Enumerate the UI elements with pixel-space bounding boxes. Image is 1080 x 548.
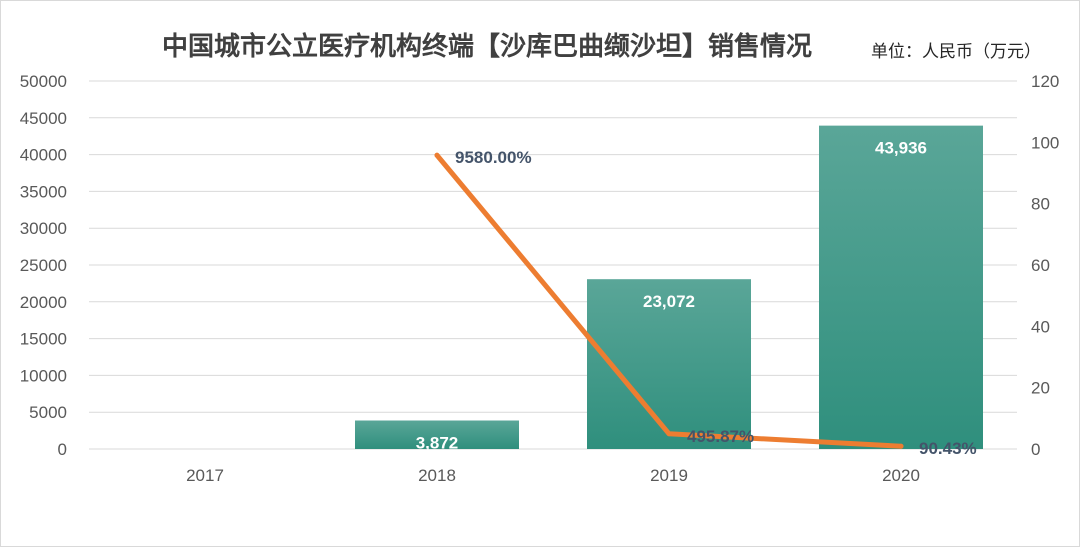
left-tick-label: 35000 bbox=[20, 182, 67, 201]
left-tick-label: 40000 bbox=[20, 146, 67, 165]
line-data-label: 495.87% bbox=[687, 427, 754, 446]
right-tick-label: 60 bbox=[1031, 256, 1050, 275]
right-tick-label: 80 bbox=[1031, 195, 1050, 214]
left-tick-label: 5000 bbox=[29, 403, 67, 422]
bar-data-label: 23,072 bbox=[643, 292, 695, 311]
bar-series bbox=[355, 125, 983, 449]
left-tick-label: 15000 bbox=[20, 330, 67, 349]
right-tick-label: 40 bbox=[1031, 317, 1050, 336]
line-point bbox=[666, 431, 672, 437]
left-tick-label: 20000 bbox=[20, 293, 67, 312]
bar-data-label: 3,872 bbox=[416, 434, 459, 453]
right-tick-label: 100 bbox=[1031, 133, 1059, 152]
x-axis-ticks: 2017 2018 2019 2020 bbox=[186, 466, 920, 485]
left-tick-label: 0 bbox=[58, 440, 67, 459]
line-data-label: 90.43% bbox=[919, 439, 977, 458]
right-tick-label: 120 bbox=[1031, 72, 1059, 91]
left-tick-label: 25000 bbox=[20, 256, 67, 275]
left-tick-label: 30000 bbox=[20, 219, 67, 238]
bar bbox=[819, 125, 983, 449]
x-tick-label: 2017 bbox=[186, 466, 224, 485]
chart-title: 中国城市公立医疗机构终端【沙库巴曲缬沙坦】销售情况 bbox=[162, 31, 812, 62]
right-tick-label: 20 bbox=[1031, 379, 1050, 398]
bar bbox=[587, 279, 751, 449]
line-series bbox=[434, 152, 904, 449]
line-data-labels: 9580.00% 495.87% 90.43% bbox=[455, 148, 977, 458]
bar bbox=[355, 420, 519, 449]
x-tick-label: 2018 bbox=[418, 466, 456, 485]
left-tick-label: 50000 bbox=[20, 72, 67, 91]
x-tick-label: 2019 bbox=[650, 466, 688, 485]
line-point bbox=[434, 152, 440, 158]
right-tick-label: 0 bbox=[1031, 440, 1040, 459]
right-axis-ticks: 0 20 40 60 80 100 120 bbox=[1031, 72, 1059, 459]
bar-data-label: 43,936 bbox=[875, 139, 927, 158]
line-point bbox=[898, 443, 904, 449]
left-tick-label: 10000 bbox=[20, 366, 67, 385]
bar-data-labels: 3,872 23,072 43,936 bbox=[416, 139, 927, 453]
left-tick-label: 45000 bbox=[20, 109, 67, 128]
line-data-label: 9580.00% bbox=[455, 148, 532, 167]
left-axis-ticks: 0 5000 10000 15000 20000 25000 30000 35000 40000… bbox=[20, 72, 67, 459]
gridlines bbox=[89, 80, 1017, 450]
unit-label: 单位：人民币（万元） bbox=[871, 42, 1041, 62]
x-tick-label: 2020 bbox=[882, 466, 920, 485]
